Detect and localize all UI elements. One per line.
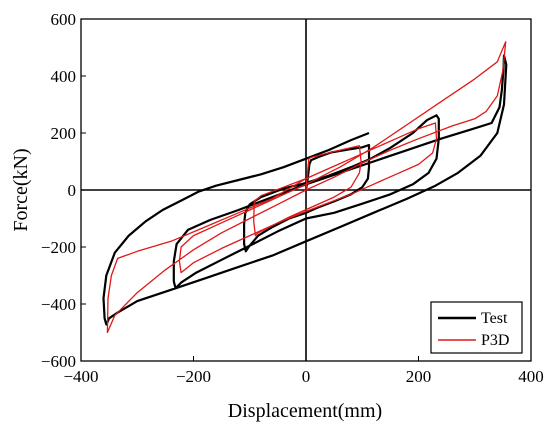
x-tick-label: 0 <box>302 367 311 386</box>
series-layer <box>102 41 508 334</box>
legend: Test P3D <box>430 301 523 354</box>
series-line-test <box>102 54 508 326</box>
x-axis-ticks: −400 −200 0 200 400 <box>63 356 544 386</box>
y-tick-label: −400 <box>41 295 76 314</box>
y-tick-label: 400 <box>51 67 77 86</box>
legend-box <box>430 301 523 354</box>
y-tick-label: 600 <box>51 10 77 29</box>
legend-label-p3d: P3D <box>481 332 509 349</box>
x-tick-label: 200 <box>406 367 432 386</box>
y-tick-label: 0 <box>68 181 77 200</box>
x-tick-label: 400 <box>518 367 544 386</box>
y-tick-label: −200 <box>41 238 76 257</box>
y-tick-label: −600 <box>41 352 76 371</box>
y-axis-ticks: −600 −400 −200 0 200 400 600 <box>41 10 86 371</box>
y-tick-label: 200 <box>51 124 77 143</box>
legend-label-test: Test <box>481 310 508 327</box>
x-axis-label: Displacement(mm) <box>228 400 382 422</box>
x-tick-label: −200 <box>176 367 211 386</box>
x-tick-label: −400 <box>63 367 98 386</box>
series-line-p3d <box>106 41 507 334</box>
plot-area <box>80 18 532 362</box>
y-axis-label: Force(kN) <box>10 148 32 231</box>
